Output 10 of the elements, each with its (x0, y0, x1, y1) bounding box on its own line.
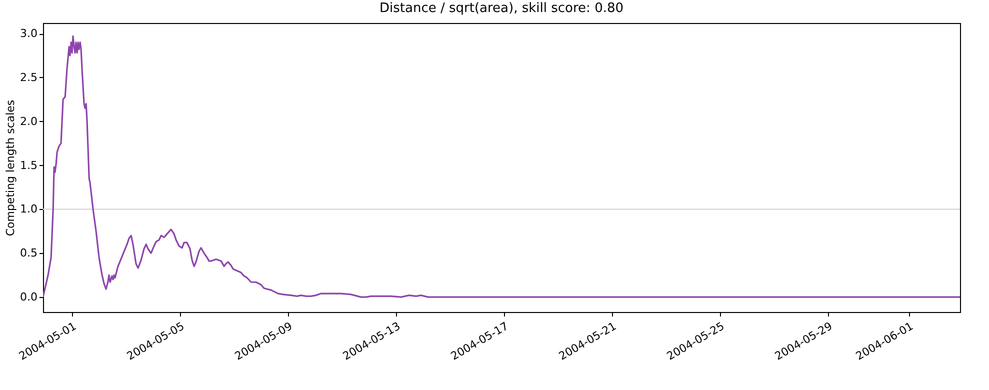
y-tick-label: 1.5 (20, 158, 38, 172)
y-tick-label: 3.0 (20, 27, 38, 40)
y-tick-label: 2.5 (20, 70, 38, 84)
y-tick-label: 0.5 (20, 246, 38, 260)
line-series (43, 35, 960, 298)
y-tick-label: 2.0 (20, 114, 38, 128)
y-tick-label: 0.0 (20, 290, 38, 304)
y-tick-label: 1.0 (20, 202, 38, 216)
chart-title: Distance / sqrt(area), skill score: 0.80 (379, 1, 624, 16)
y-axis-title: Competing length scales (4, 100, 18, 236)
